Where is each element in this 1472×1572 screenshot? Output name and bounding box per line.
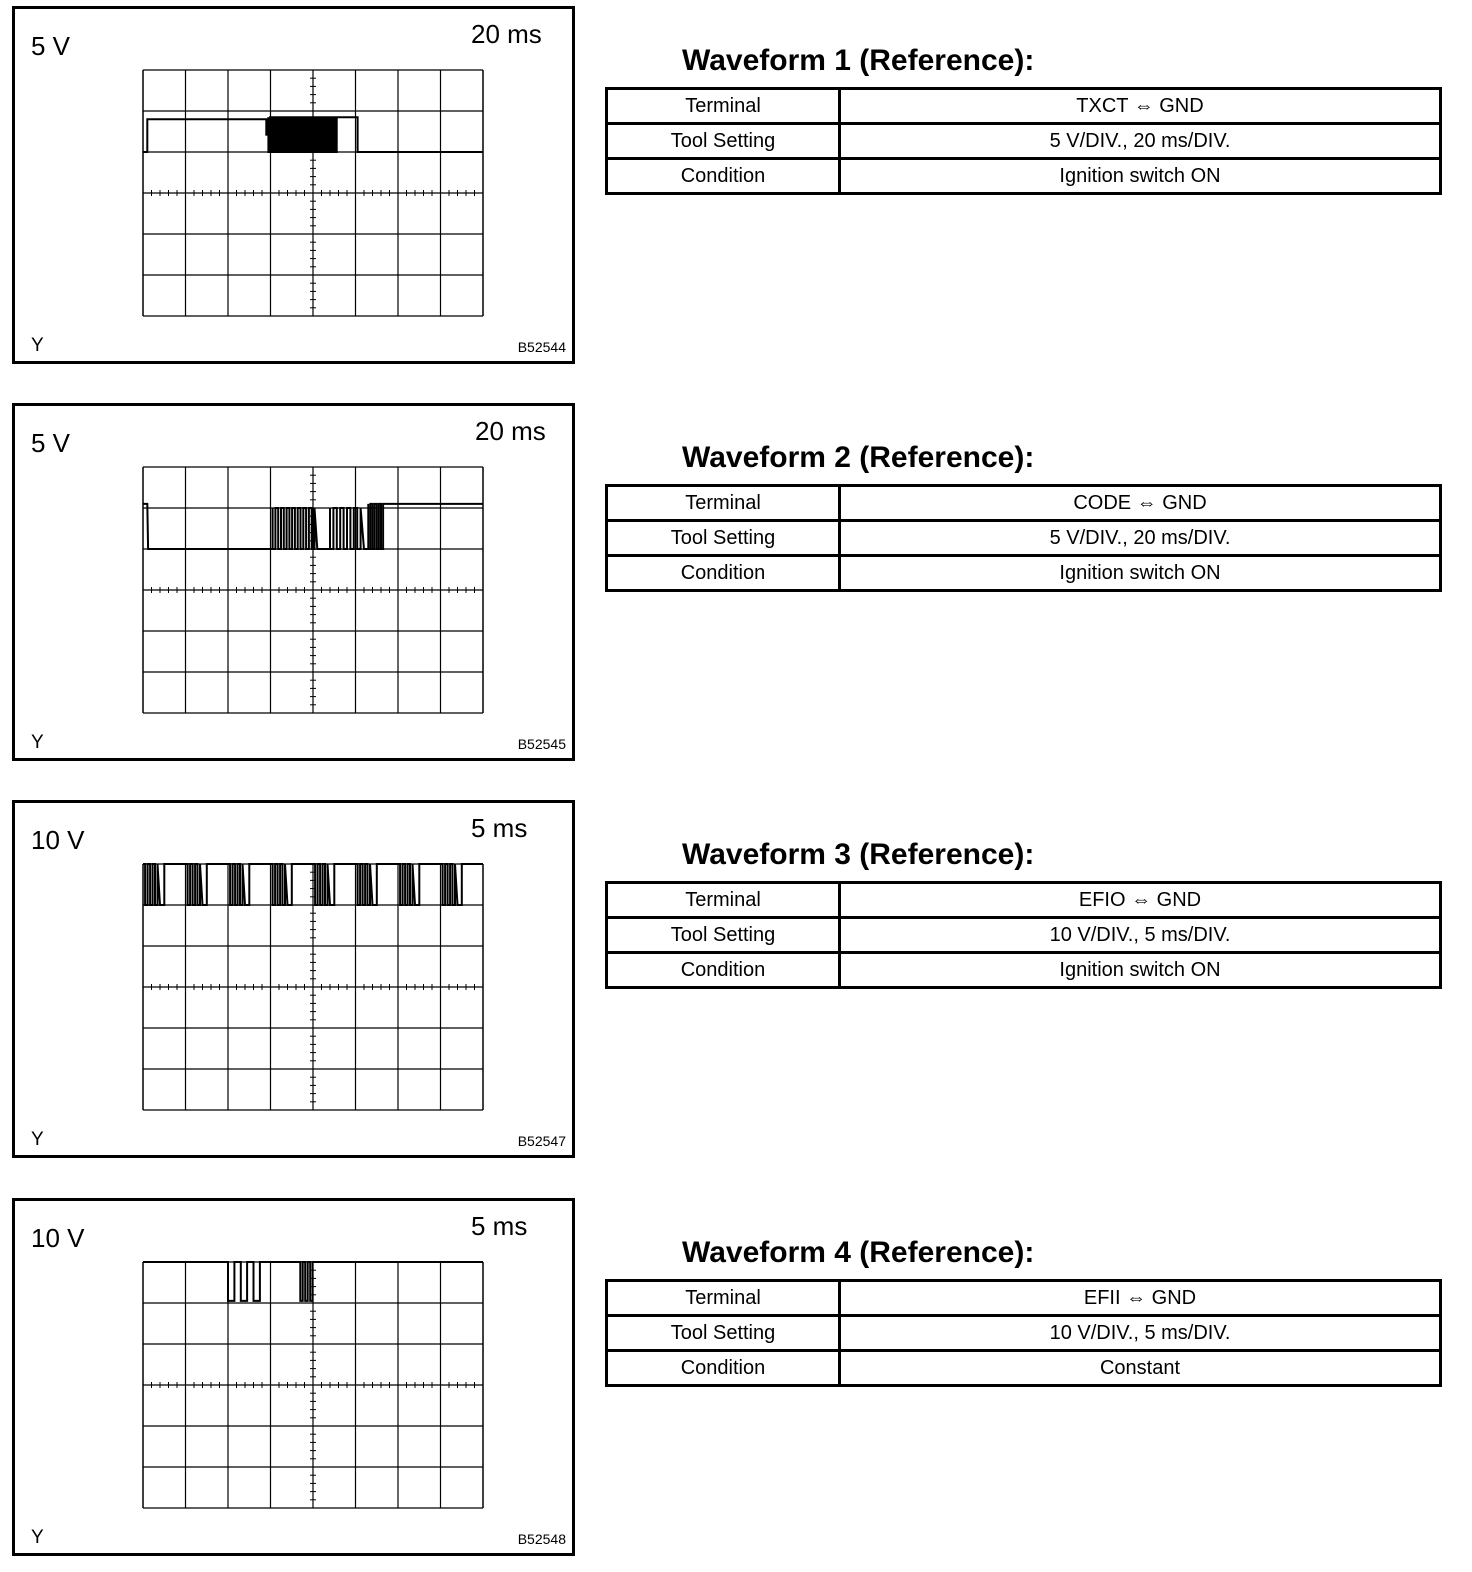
row-value: 5 V/DIV., 20 ms/DIV.	[838, 122, 1442, 160]
waveform-title: Waveform 1 (Reference):	[682, 44, 1035, 77]
volts-per-div-label: 10 V	[31, 825, 85, 855]
figure-code: B52547	[517, 1133, 566, 1149]
row-key: Terminal	[605, 881, 841, 919]
y-axis-label: Y	[31, 1129, 44, 1150]
time-per-div-label: 20 ms	[475, 416, 546, 446]
row-value: Ignition switch ON	[838, 951, 1442, 989]
row-value: TXCT ⇔ GND	[838, 87, 1442, 125]
waveform-trace	[143, 863, 483, 906]
oscilloscope-grid	[142, 863, 484, 1111]
row-value: Constant	[838, 1349, 1442, 1387]
waveform-spec-table: Terminal EFII ⇔ GND Tool Setting 10 V/DIV.,…	[605, 1279, 1442, 1387]
oscilloscope-grid	[142, 69, 484, 317]
table-row: Terminal EFIO ⇔ GND	[605, 881, 1442, 919]
figure-code: B52544	[517, 339, 566, 355]
row-key: Terminal	[605, 484, 841, 522]
table-row: Terminal EFII ⇔ GND	[605, 1279, 1442, 1317]
oscilloscope-panel: 10 V 5 ms Y B52548	[12, 1198, 575, 1556]
volts-per-div-label: 5 V	[31, 31, 71, 61]
row-key: Condition	[605, 157, 841, 195]
oscilloscope-panel: 10 V 5 ms Y B52547	[12, 800, 575, 1158]
waveform-spec-table: Terminal TXCT ⇔ GND Tool Setting 5 V/DIV., …	[605, 87, 1442, 195]
row-value: Ignition switch ON	[838, 157, 1442, 195]
oscilloscope-panel: 5 V 20 ms Y B52544	[12, 6, 575, 364]
row-value: 10 V/DIV., 5 ms/DIV.	[838, 1314, 1442, 1352]
row-key: Tool Setting	[605, 519, 841, 557]
row-key: Condition	[605, 951, 841, 989]
table-row: Tool Setting 5 V/DIV., 20 ms/DIV.	[605, 122, 1442, 160]
table-row: Terminal CODE ⇔ GND	[605, 484, 1442, 522]
table-row: Condition Ignition switch ON	[605, 157, 1442, 195]
time-per-div-label: 5 ms	[471, 1211, 528, 1241]
row-key: Terminal	[605, 87, 841, 125]
table-row: Tool Setting 10 V/DIV., 5 ms/DIV.	[605, 916, 1442, 954]
waveform-title: Waveform 2 (Reference):	[682, 441, 1035, 474]
waveform-spec-table: Terminal CODE ⇔ GND Tool Setting 5 V/DIV., …	[605, 484, 1442, 592]
row-key: Tool Setting	[605, 1314, 841, 1352]
y-axis-label: Y	[31, 335, 44, 356]
waveform-trace	[143, 502, 483, 550]
row-value: EFIO ⇔ GND	[838, 881, 1442, 919]
row-value: 10 V/DIV., 5 ms/DIV.	[838, 916, 1442, 954]
y-axis-label: Y	[31, 1527, 44, 1548]
row-key: Condition	[605, 554, 841, 592]
row-key: Tool Setting	[605, 916, 841, 954]
volts-per-div-label: 10 V	[31, 1223, 85, 1253]
waveform-trace	[143, 1261, 483, 1302]
waveform-trace	[143, 116, 483, 153]
waveform-title: Waveform 3 (Reference):	[682, 838, 1035, 871]
row-value: 5 V/DIV., 20 ms/DIV.	[838, 519, 1442, 557]
waveform-title: Waveform 4 (Reference):	[682, 1236, 1035, 1269]
volts-per-div-label: 5 V	[31, 428, 71, 458]
oscilloscope-grid	[142, 466, 484, 714]
figure-code: B52545	[517, 736, 566, 752]
oscilloscope-panel: 5 V 20 ms Y B52545	[12, 403, 575, 761]
time-per-div-label: 20 ms	[471, 19, 542, 49]
row-value: Ignition switch ON	[838, 554, 1442, 592]
table-row: Condition Constant	[605, 1349, 1442, 1387]
y-axis-label: Y	[31, 732, 44, 753]
figure-code: B52548	[517, 1531, 566, 1547]
table-row: Condition Ignition switch ON	[605, 554, 1442, 592]
row-key: Condition	[605, 1349, 841, 1387]
oscilloscope-grid	[142, 1261, 484, 1509]
row-value: CODE ⇔ GND	[838, 484, 1442, 522]
row-key: Tool Setting	[605, 122, 841, 160]
table-row: Tool Setting 10 V/DIV., 5 ms/DIV.	[605, 1314, 1442, 1352]
waveform-spec-table: Terminal EFIO ⇔ GND Tool Setting 10 V/DIV.,…	[605, 881, 1442, 989]
row-value: EFII ⇔ GND	[838, 1279, 1442, 1317]
table-row: Tool Setting 5 V/DIV., 20 ms/DIV.	[605, 519, 1442, 557]
table-row: Condition Ignition switch ON	[605, 951, 1442, 989]
time-per-div-label: 5 ms	[471, 813, 528, 843]
row-key: Terminal	[605, 1279, 841, 1317]
table-row: Terminal TXCT ⇔ GND	[605, 87, 1442, 125]
